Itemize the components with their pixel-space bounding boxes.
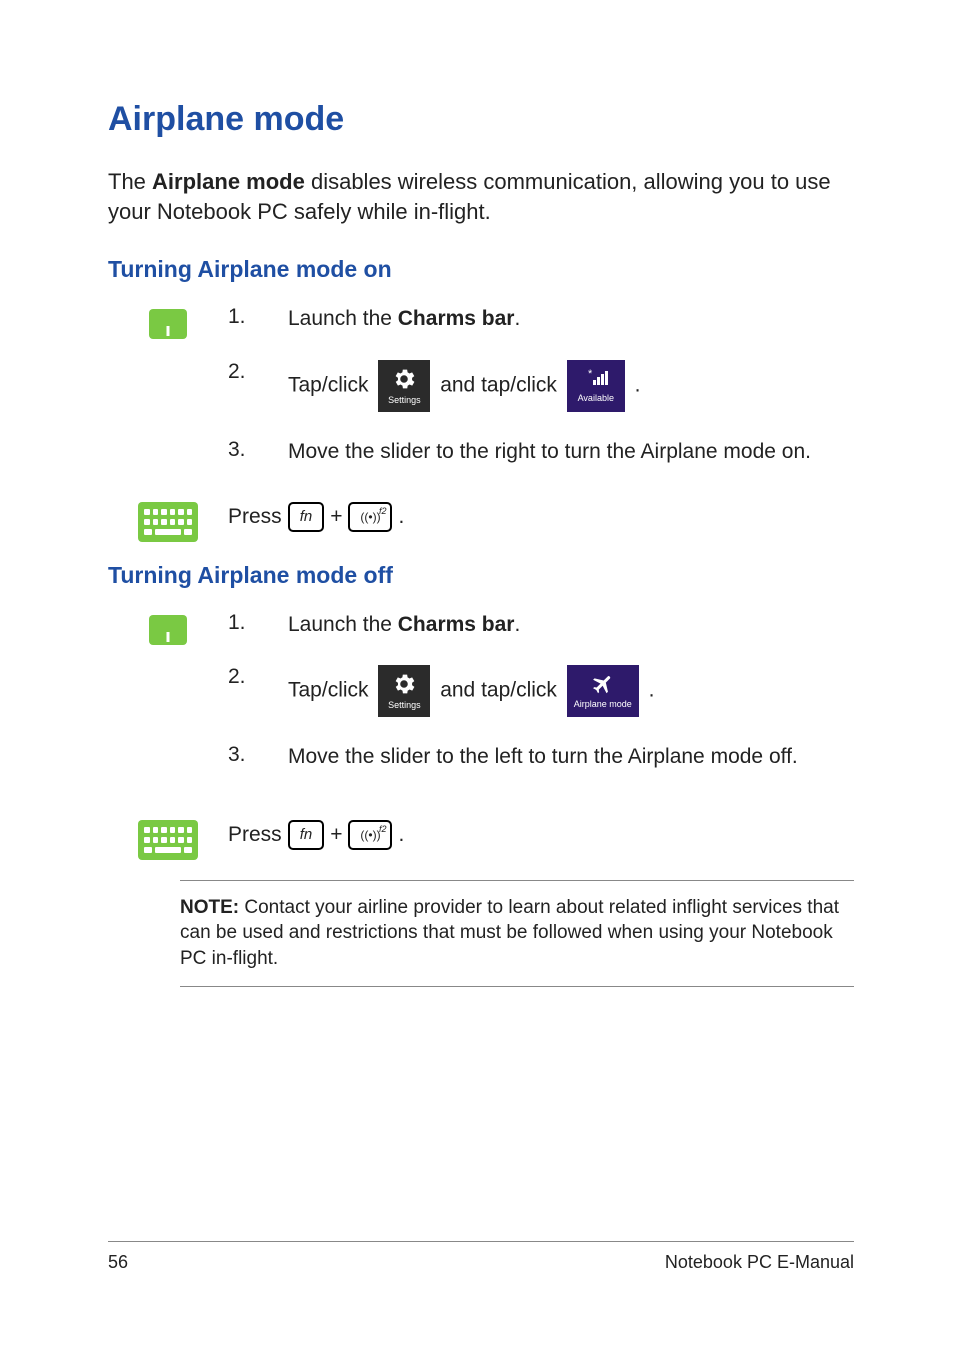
key-sup: f2 — [379, 505, 387, 517]
intro-pre: The — [108, 169, 152, 194]
touchpad-icon — [149, 615, 187, 645]
wifi-glyph: ((•)) — [360, 509, 380, 525]
step-number: 1. — [228, 611, 288, 639]
section-on-touch-block: 1. Launch the Charms bar. 2. Tap/click S… — [108, 305, 854, 492]
kbd-post: . — [398, 821, 404, 849]
intro-bold: Airplane mode — [152, 169, 305, 194]
tile-caption: Available — [578, 392, 614, 404]
section-off-touch-block: 1. Launch the Charms bar. 2. Tap/click S… — [108, 611, 854, 798]
settings-tile-icon: Settings — [378, 665, 430, 717]
key-sup: f2 — [379, 823, 387, 835]
step-text: Launch the Charms bar. — [288, 305, 854, 333]
step-pre: Tap/click — [288, 373, 374, 396]
note-text: Contact your airline provider to learn a… — [180, 897, 839, 969]
kbd-pre: Press — [228, 821, 282, 849]
step-text: Tap/click Settings and tap/click * Avail… — [288, 360, 854, 412]
step-number: 1. — [228, 305, 288, 333]
step-text: Launch the Charms bar. — [288, 611, 854, 639]
tile-caption: Settings — [388, 394, 421, 406]
step-post: . — [635, 373, 641, 396]
settings-tile-icon: Settings — [378, 360, 430, 412]
step-text: Tap/click Settings and tap/click Airplan… — [288, 665, 854, 717]
step-post: . — [649, 679, 655, 702]
step-mid: and tap/click — [440, 373, 563, 396]
step-text: Move the slider to the right to turn the… — [288, 438, 854, 466]
kbd-pre: Press — [228, 503, 282, 531]
keyboard-icon — [138, 820, 198, 860]
step-bold: Charms bar — [398, 613, 515, 636]
step-pre: Launch the — [288, 613, 398, 636]
svg-text:*: * — [588, 368, 593, 380]
kbd-instruction: Press fn + f2 ((•)) . — [228, 820, 854, 850]
airplane-mode-tile-icon: Airplane mode — [567, 665, 639, 717]
keyboard-icon — [138, 502, 198, 542]
tile-caption: Airplane mode — [574, 698, 632, 710]
note-label: NOTE: — [180, 897, 239, 918]
page-title: Airplane mode — [108, 100, 854, 139]
page-number: 56 — [108, 1252, 128, 1273]
step-mid: and tap/click — [440, 679, 563, 702]
key-label: fn — [300, 507, 313, 527]
f2-wifi-key-icon: f2 ((•)) — [348, 820, 392, 850]
step-post: . — [514, 307, 520, 330]
tile-caption: Settings — [388, 699, 421, 711]
step-text: Move the slider to the left to turn the … — [288, 743, 854, 771]
footer-title: Notebook PC E-Manual — [665, 1252, 854, 1273]
step-number: 2. — [228, 360, 288, 412]
kbd-post: . — [398, 503, 404, 531]
f2-wifi-key-icon: f2 ((•)) — [348, 502, 392, 532]
section-on-heading: Turning Airplane mode on — [108, 256, 854, 283]
step-pre: Launch the — [288, 307, 398, 330]
step-pre: Tap/click — [288, 679, 374, 702]
key-label: fn — [300, 825, 313, 845]
step-post: . — [514, 613, 520, 636]
section-off-keyboard-block: Press fn + f2 ((•)) . — [108, 820, 854, 860]
kbd-plus: + — [330, 503, 342, 531]
step-bold: Charms bar — [398, 307, 515, 330]
intro-paragraph: The Airplane mode disables wireless comm… — [108, 167, 854, 226]
manual-page: Airplane mode The Airplane mode disables… — [0, 0, 954, 1345]
section-off-heading: Turning Airplane mode off — [108, 562, 854, 589]
section-on-keyboard-block: Press fn + f2 ((•)) . — [108, 502, 854, 542]
touchpad-icon — [149, 309, 187, 339]
network-available-tile-icon: * Available — [567, 360, 625, 412]
fn-key-icon: fn — [288, 820, 325, 850]
kbd-instruction: Press fn + f2 ((•)) . — [228, 502, 854, 532]
kbd-plus: + — [330, 821, 342, 849]
wifi-glyph: ((•)) — [360, 827, 380, 843]
note-block: NOTE: Contact your airline provider to l… — [180, 880, 854, 987]
step-number: 3. — [228, 743, 288, 771]
fn-key-icon: fn — [288, 502, 325, 532]
step-number: 3. — [228, 438, 288, 466]
page-footer: 56 Notebook PC E-Manual — [108, 1241, 854, 1273]
step-number: 2. — [228, 665, 288, 717]
